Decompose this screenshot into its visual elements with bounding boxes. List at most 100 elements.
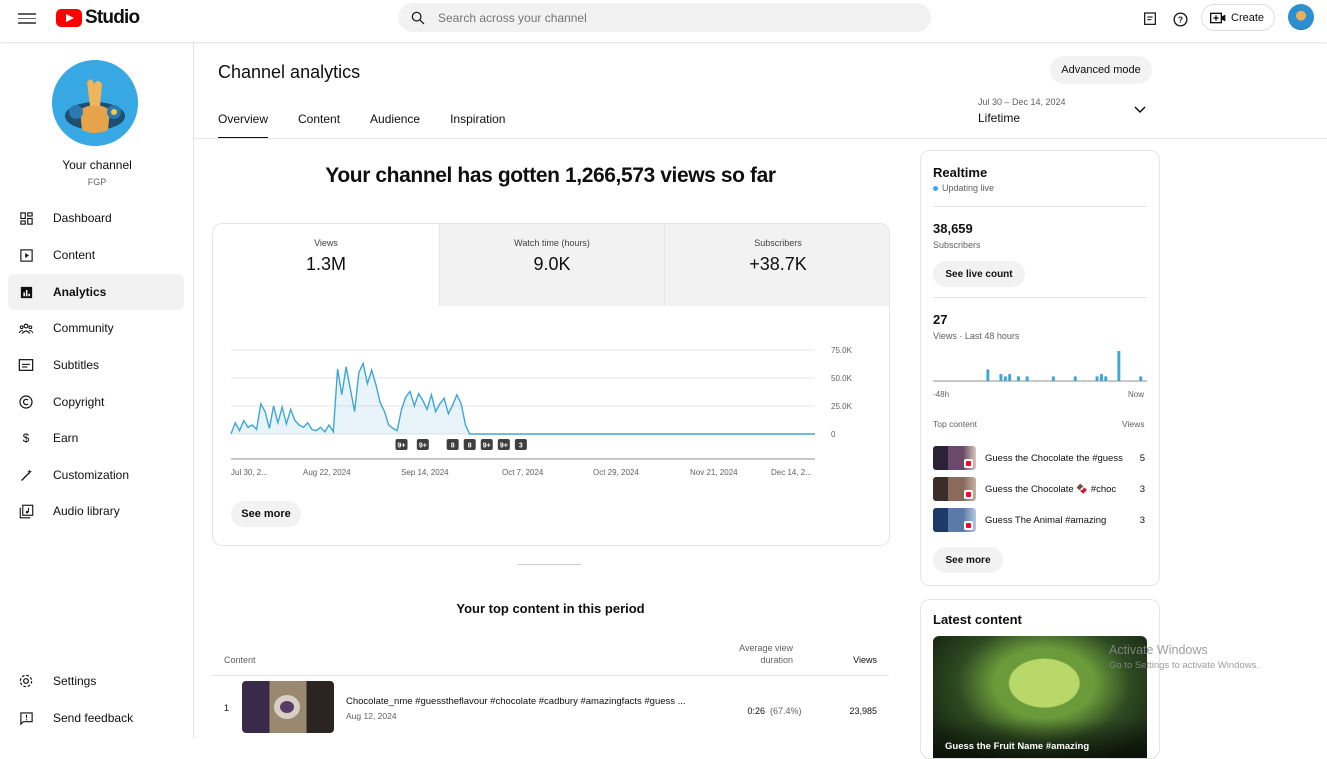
chevron-down-icon[interactable]: [1134, 106, 1146, 114]
help-icon[interactable]: ?: [1170, 9, 1190, 29]
see-more-button[interactable]: See more: [231, 501, 301, 527]
account-avatar[interactable]: [1288, 4, 1314, 30]
publish-marker: 9+: [480, 439, 493, 450]
sidebar-item-label: Subtitles: [53, 358, 100, 372]
dashboard-icon: [17, 209, 35, 227]
duration-percent: (67.4%): [770, 706, 802, 716]
settings-icon: [17, 672, 35, 690]
realtime-bar[interactable]: [986, 369, 990, 382]
metric-tab-watch-time[interactable]: Watch time (hours) 9.0K: [439, 224, 664, 306]
realtime-views-label: Views · Last 48 hours: [933, 331, 1020, 341]
realtime-bar[interactable]: [1051, 376, 1055, 381]
latest-content-title: Latest content: [933, 612, 1022, 627]
realtime-bar[interactable]: [1117, 351, 1121, 381]
video-views: 3: [1139, 514, 1145, 526]
sidebar-item-send-feedback[interactable]: Send feedback: [8, 700, 184, 736]
sidebar-item-customization[interactable]: Customization: [8, 457, 184, 493]
watermark-line2: Go to Settings to activate Windows.: [1109, 660, 1259, 671]
top-content-label: Top content: [933, 419, 977, 429]
views-column-label: Views: [1122, 419, 1145, 429]
tab-inspiration[interactable]: Inspiration: [450, 112, 506, 126]
realtime-bar[interactable]: [1104, 376, 1108, 381]
video-thumbnail[interactable]: [242, 681, 334, 733]
studio-logo[interactable]: Studio: [56, 7, 140, 29]
realtime-bar[interactable]: [1095, 376, 1099, 381]
realtime-views: 27: [933, 312, 948, 327]
video-title: Guess the Chocolate 🍫 #choc: [985, 483, 1117, 495]
axis-start: -48h: [933, 390, 950, 399]
top-content-title: Your top content in this period: [456, 601, 645, 616]
search-input[interactable]: [438, 10, 898, 25]
tab-audience[interactable]: Audience: [370, 112, 421, 126]
metric-tab-views[interactable]: Views 1.3M: [213, 224, 439, 306]
sidebar-item-content[interactable]: Content: [8, 237, 184, 273]
earn-icon: $: [17, 429, 35, 447]
main-content: Channel analytics Advanced mode Overview…: [194, 42, 1327, 759]
date-range-selector[interactable]: Jul 30 – Dec 14, 2024 Lifetime: [978, 97, 1066, 125]
views-line: [230, 361, 815, 435]
logo-text: Studio: [85, 7, 140, 28]
video-title[interactable]: Chocolate_nme #guesstheflavour #chocolat…: [346, 696, 686, 707]
realtime-bar[interactable]: [1008, 374, 1012, 381]
realtime-bar[interactable]: [999, 374, 1003, 381]
advanced-mode-button[interactable]: Advanced mode: [1050, 56, 1152, 84]
video-thumbnail: [933, 508, 976, 532]
marker-label: 9+: [398, 443, 406, 450]
sidebar-item-audio-library[interactable]: Audio library: [8, 493, 184, 529]
marker-badge: [480, 439, 493, 450]
table-divider: [212, 675, 889, 676]
x-tick-label: Oct 7, 2024: [502, 468, 544, 477]
marker-badge: [416, 439, 429, 450]
sidebar-item-label: Analytics: [53, 285, 107, 299]
sidebar-item-label: Dashboard: [53, 211, 112, 225]
realtime-bar[interactable]: [1025, 376, 1029, 381]
search-bar[interactable]: [398, 3, 931, 32]
tab-overview[interactable]: Overview: [218, 112, 269, 139]
publish-marker: 9+: [395, 439, 408, 450]
subscriber-label: Subscribers: [933, 240, 981, 250]
sidebar-item-copyright[interactable]: Copyright: [8, 384, 184, 420]
svg-text:$: $: [23, 432, 30, 445]
column-header-views: Views: [853, 655, 877, 665]
list-item[interactable]: Guess the Chocolate 🍫 #choc 3: [933, 476, 1147, 502]
community-icon: [17, 319, 35, 337]
audio-library-icon: [17, 502, 35, 520]
list-item[interactable]: Guess the Chocolate the #guess 5: [933, 445, 1147, 471]
video-thumbnail: [933, 446, 976, 470]
message-icon[interactable]: [1140, 9, 1160, 29]
realtime-bar[interactable]: [1003, 376, 1007, 381]
sidebar-item-label: Content: [53, 248, 96, 262]
row-rank: 1: [224, 703, 230, 713]
sidebar-item-community[interactable]: Community: [8, 310, 184, 346]
realtime-see-more-button[interactable]: See more: [933, 547, 1003, 573]
sidebar-item-earn[interactable]: $ Earn: [8, 420, 184, 456]
create-video-icon: [1210, 12, 1226, 23]
sidebar-item-analytics[interactable]: Analytics: [8, 274, 184, 310]
realtime-bar[interactable]: [1100, 374, 1103, 381]
see-live-count-button[interactable]: See live count: [933, 261, 1025, 287]
tab-content[interactable]: Content: [298, 112, 341, 126]
marker-label: 9+: [419, 443, 427, 450]
latest-video-title: Guess the Fruit Name #amazing: [945, 741, 1090, 752]
realtime-title: Realtime: [933, 165, 988, 180]
channel-avatar[interactable]: [52, 60, 138, 146]
metric-tab-subscribers[interactable]: Subscribers +38.7K: [664, 224, 889, 306]
views-headline: Your channel has gotten 1,266,573 views …: [325, 164, 776, 187]
realtime-bar[interactable]: [1139, 376, 1143, 381]
subtitles-icon: [17, 356, 35, 374]
sidebar-item-subtitles[interactable]: Subtitles: [8, 347, 184, 383]
sidebar-item-settings[interactable]: Settings: [8, 663, 184, 699]
youtube-logo-icon: [56, 9, 82, 27]
avg-view-duration: 0:26 (67.4%): [732, 706, 817, 716]
realtime-bar-chart: [933, 351, 1147, 382]
create-label: Create: [1231, 11, 1265, 24]
menu-icon[interactable]: [18, 10, 36, 28]
realtime-bar[interactable]: [1017, 376, 1020, 381]
create-button[interactable]: Create: [1201, 4, 1275, 31]
table-row[interactable]: 1 Chocolate_nme #guesstheflavour #chocol…: [212, 680, 889, 734]
realtime-bar[interactable]: [1073, 376, 1077, 381]
sidebar-item-dashboard[interactable]: Dashboard: [8, 200, 184, 236]
channel-title: Your channel: [62, 158, 132, 172]
sidebar-item-label: Send feedback: [53, 711, 134, 725]
list-item[interactable]: Guess The Animal #amazing 3: [933, 507, 1147, 533]
